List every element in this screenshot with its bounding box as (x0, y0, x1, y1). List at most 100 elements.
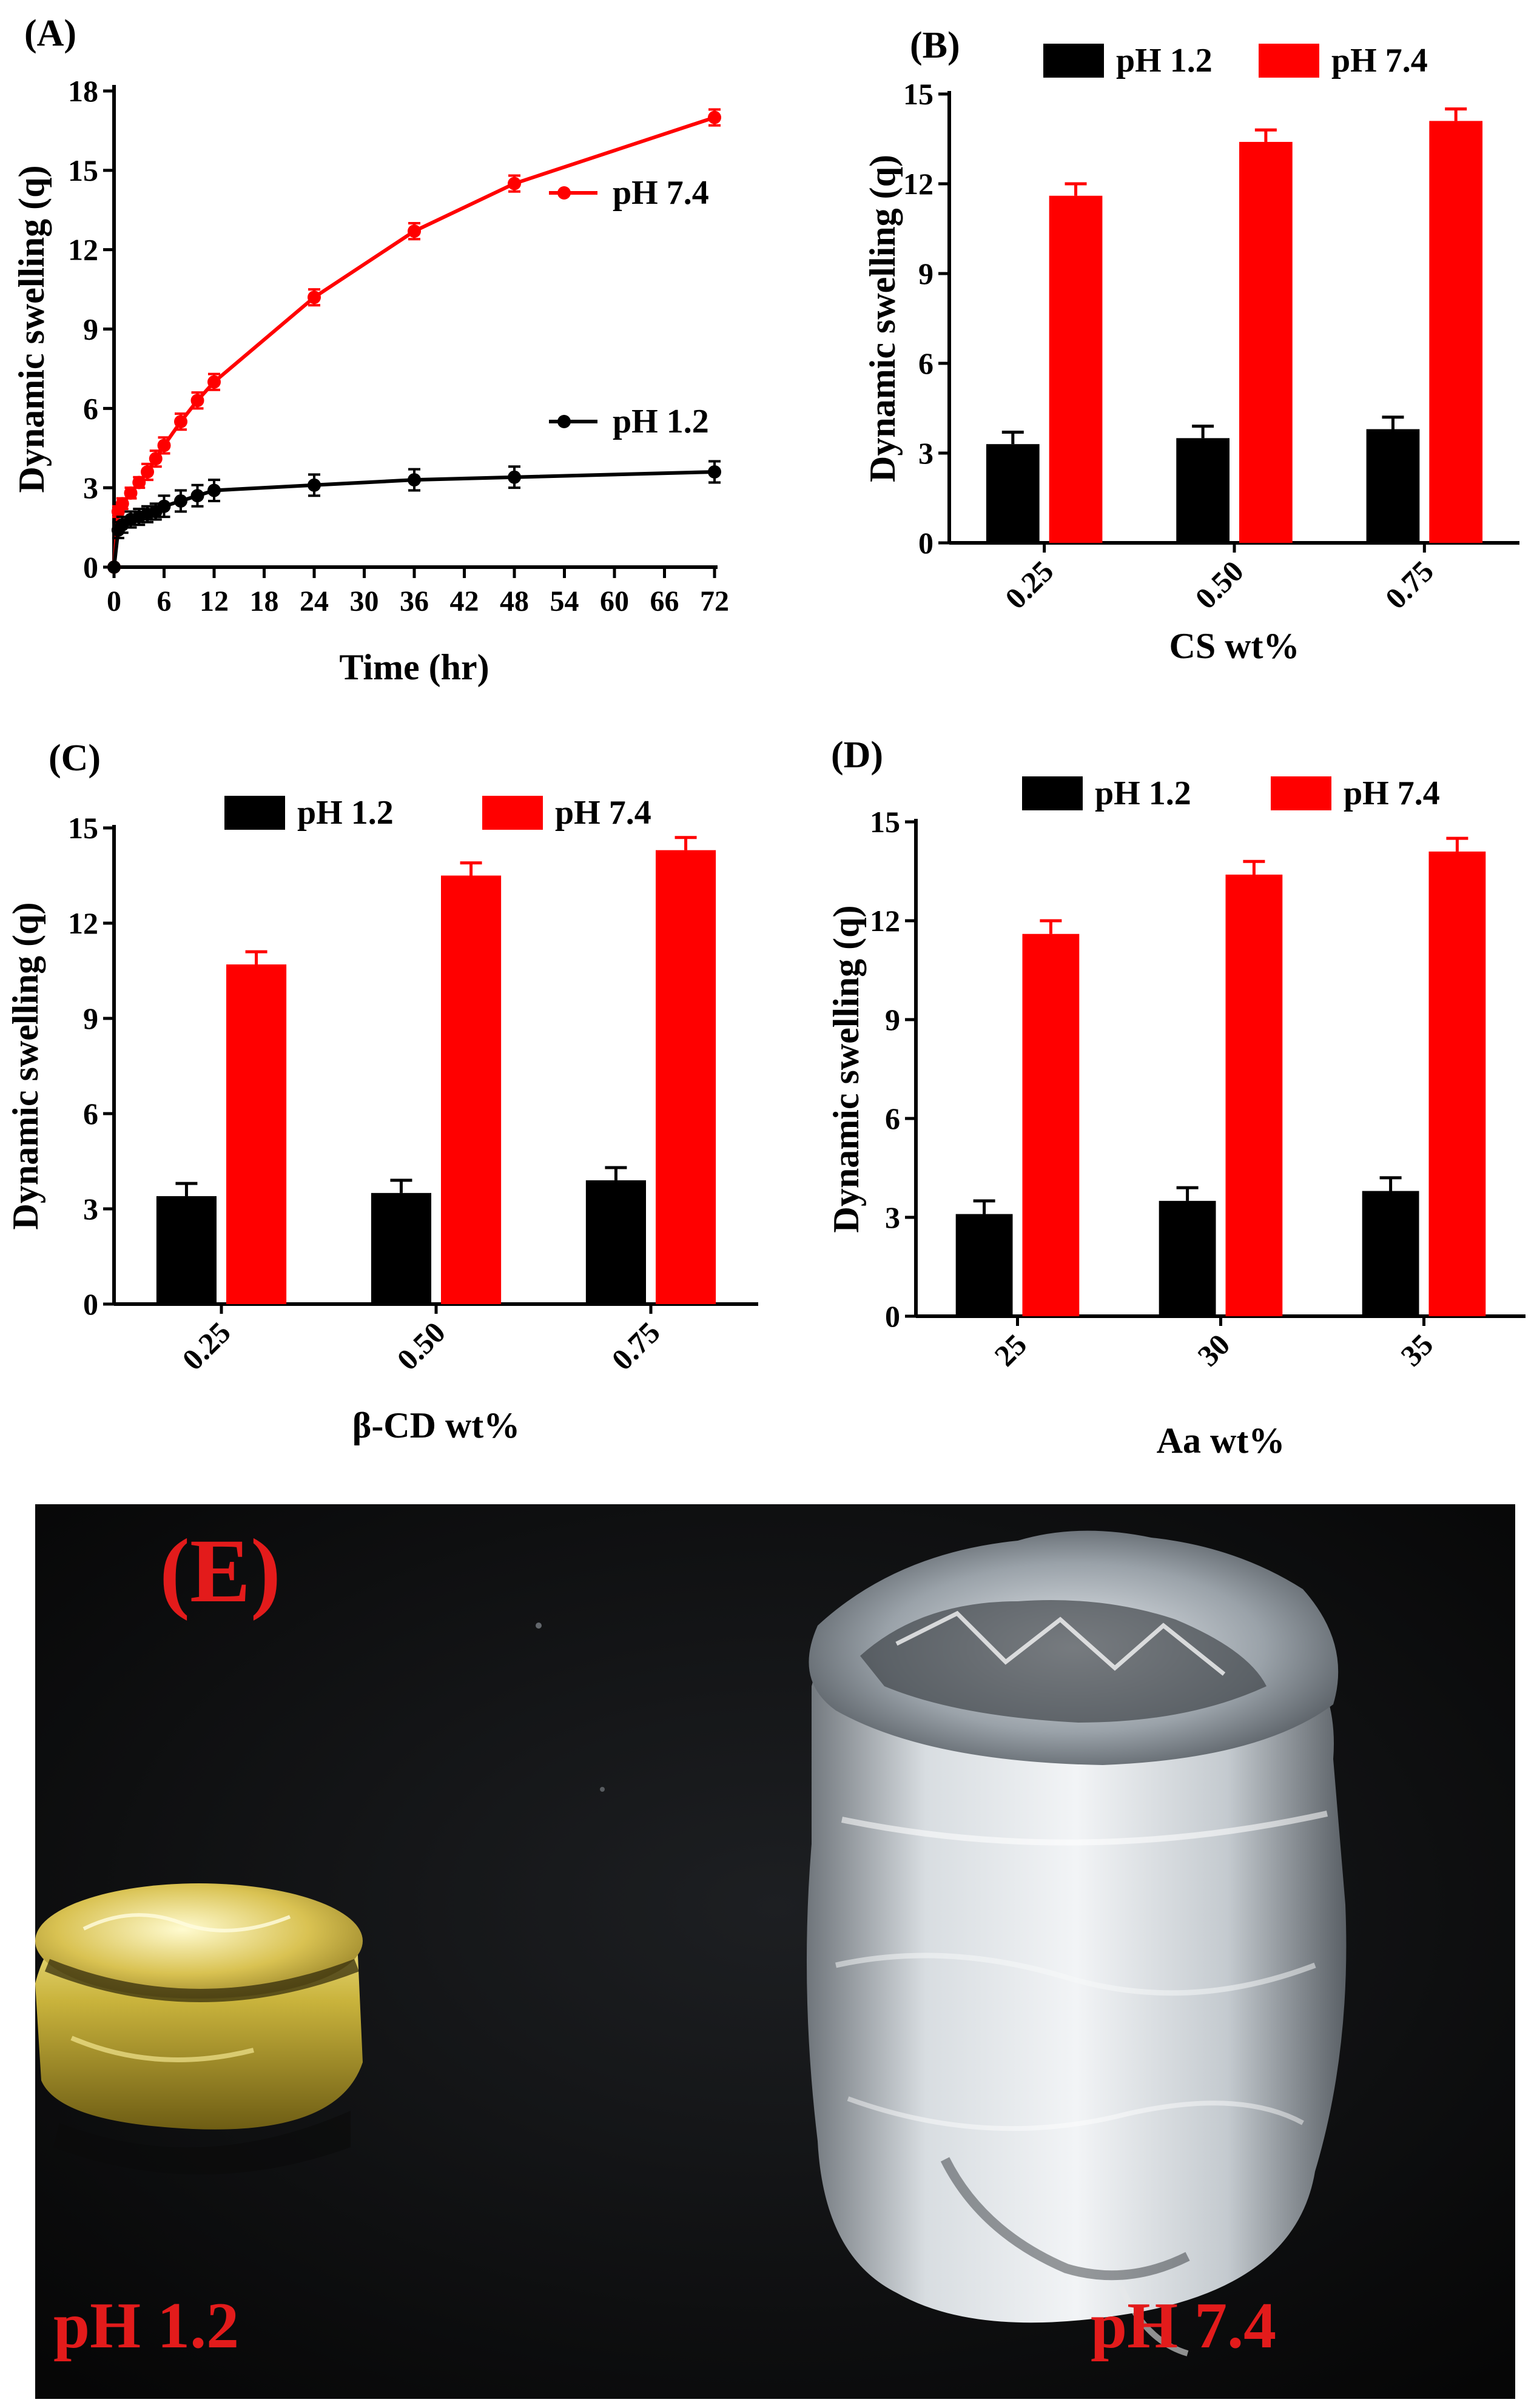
x-axis-label: β-CD wt% (352, 1405, 520, 1445)
bar (226, 964, 287, 1304)
data-point (708, 465, 721, 479)
legend-swatch (1043, 44, 1104, 78)
legend-label: pH 1.2 (613, 403, 709, 440)
legend-label: pH 7.4 (1331, 42, 1428, 79)
y-tick-label: 6 (885, 1101, 900, 1135)
x-tick-label: 0.25 (998, 554, 1060, 615)
x-tick-label: 0.75 (605, 1315, 666, 1376)
y-tick-label: 0 (885, 1299, 900, 1333)
y-tick-label: 15 (68, 153, 98, 187)
x-tick-label: 0.25 (175, 1315, 237, 1376)
panel-label-e: (E) (160, 1521, 281, 1621)
x-tick-label: 54 (550, 585, 579, 617)
data-point (174, 415, 187, 429)
x-axis-label: Time (hr) (339, 647, 489, 687)
data-point (174, 494, 187, 508)
data-point (132, 476, 146, 489)
bar (656, 850, 716, 1304)
y-tick-label: 3 (83, 1192, 98, 1226)
bar (371, 1192, 431, 1304)
legend-marker (557, 186, 571, 200)
y-tick-label: 0 (83, 1287, 98, 1321)
bar (955, 1214, 1013, 1316)
data-point (157, 499, 171, 513)
data-point (190, 394, 204, 408)
large-gel-cylinder (807, 1530, 1347, 2356)
data-point (408, 224, 421, 238)
data-point (157, 439, 171, 452)
x-tick-label: 72 (700, 585, 729, 617)
x-tick-label: 42 (450, 585, 479, 617)
legend-swatch (1022, 776, 1083, 810)
bar (1362, 1191, 1419, 1316)
y-axis-label: Dynamic swelling (q) (12, 166, 52, 493)
legend-label: pH 1.2 (297, 794, 394, 832)
caption-ph-7-4: pH 7.4 (1091, 2290, 1276, 2362)
data-point (190, 489, 204, 503)
bar (1225, 874, 1283, 1316)
x-tick-label: 48 (500, 585, 529, 617)
bar (1429, 121, 1483, 543)
y-tick-label: 15 (903, 77, 934, 111)
x-axis-label: Aa wt% (1157, 1421, 1285, 1461)
data-point (308, 291, 321, 304)
y-tick-label: 15 (870, 805, 900, 839)
x-tick-label: 0.50 (1188, 554, 1250, 615)
legend-label: pH 7.4 (1344, 775, 1440, 812)
data-point (207, 375, 221, 389)
legend-swatch (224, 796, 285, 830)
x-tick-label: 30 (350, 585, 379, 617)
y-axis-label: Dynamic swelling (q) (5, 903, 45, 1230)
data-point (508, 177, 521, 190)
data-point (408, 473, 421, 487)
x-tick-label: 0 (107, 585, 121, 617)
bar (986, 444, 1040, 543)
x-tick-label: 66 (650, 585, 679, 617)
bar (585, 1180, 646, 1304)
y-axis-label: Dynamic swelling (q) (826, 906, 866, 1233)
x-tick-label: 12 (200, 585, 229, 617)
x-tick-label: 0.75 (1379, 554, 1440, 615)
y-tick-label: 6 (83, 1097, 98, 1131)
y-axis-label: Dynamic swelling (q) (863, 155, 903, 482)
y-tick-label: 15 (68, 811, 98, 845)
x-tick-label: 6 (157, 585, 172, 617)
panel-label: (A) (24, 13, 76, 54)
legend-swatch (482, 796, 543, 830)
x-tick-label: 25 (987, 1327, 1033, 1373)
bar (1176, 438, 1230, 543)
y-tick-label: 9 (83, 1001, 98, 1035)
x-tick-label: 24 (300, 585, 329, 617)
x-tick-label: 60 (600, 585, 629, 617)
bar (1159, 1200, 1216, 1316)
bar (1022, 933, 1080, 1316)
legend-label: pH 7.4 (613, 174, 709, 212)
legend-label: pH 1.2 (1095, 775, 1191, 812)
y-tick-label: 12 (870, 904, 900, 938)
bar (1428, 851, 1486, 1316)
data-point (708, 110, 721, 124)
data-point (308, 478, 321, 492)
bar (1366, 429, 1420, 543)
legend-swatch (1259, 44, 1319, 78)
data-point (107, 560, 121, 574)
y-tick-label: 12 (903, 167, 934, 201)
caption-ph-1-2: pH 1.2 (53, 2290, 239, 2362)
y-tick-label: 12 (68, 233, 98, 267)
photo-illustration: (E) pH 1.2 pH 7.4 (35, 1504, 1515, 2399)
legend-marker (557, 415, 571, 428)
x-tick-label: 0.50 (390, 1315, 451, 1376)
y-tick-label: 3 (885, 1200, 900, 1234)
y-tick-label: 9 (918, 257, 934, 291)
data-point (508, 470, 521, 484)
small-gel-disc (35, 1883, 363, 2174)
y-tick-label: 18 (68, 74, 98, 108)
bar (441, 875, 502, 1304)
bar (1049, 195, 1103, 543)
bar (1239, 141, 1293, 543)
y-tick-label: 0 (918, 526, 934, 560)
y-tick-label: 12 (68, 906, 98, 940)
x-tick-label: 35 (1394, 1327, 1439, 1373)
x-tick-label: 18 (250, 585, 279, 617)
